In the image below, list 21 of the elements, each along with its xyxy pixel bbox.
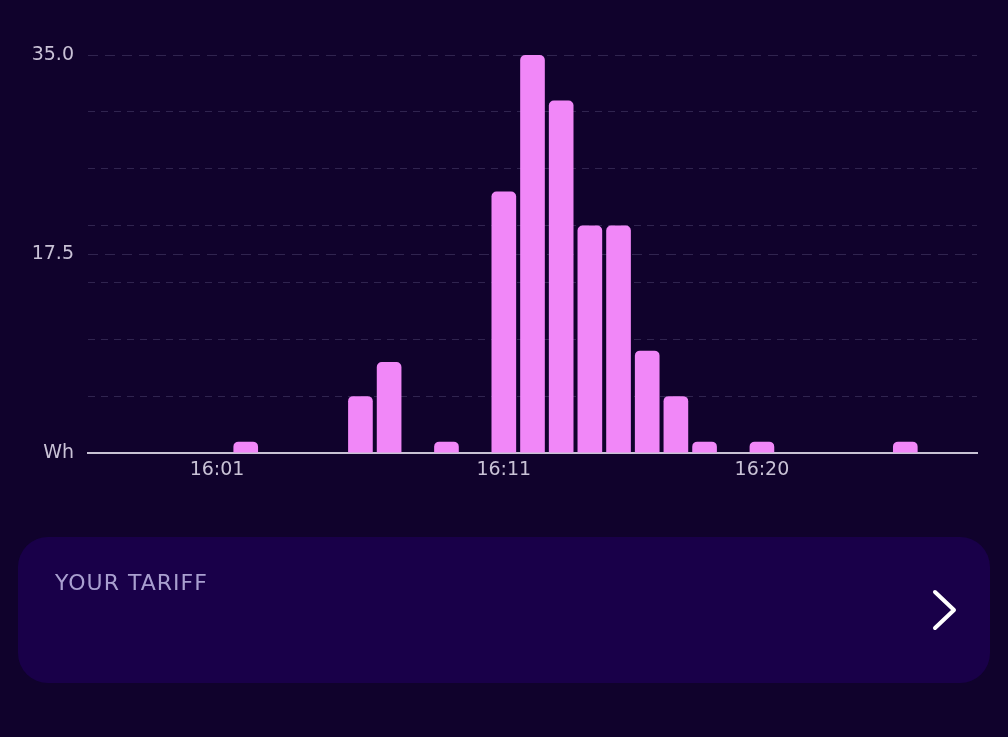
bar [376, 362, 402, 453]
bar [606, 225, 631, 453]
bar [520, 55, 545, 453]
y-tick-label: 17.5 [31, 240, 74, 263]
x-tick-label: 16:11 [476, 457, 532, 480]
x-tick-label: 16:20 [734, 457, 790, 480]
bar [577, 225, 603, 453]
bar [692, 441, 717, 453]
bar [548, 100, 574, 453]
bar [749, 441, 775, 453]
bar [892, 441, 918, 453]
bar [233, 441, 259, 453]
bar [434, 441, 459, 453]
bar [491, 191, 517, 453]
y-tick-label: 35.0 [31, 41, 74, 64]
y-tick-label: Wh [43, 439, 74, 462]
bar [348, 396, 373, 453]
bar [663, 396, 689, 453]
bar [634, 350, 660, 453]
card-panel: YOUR TARIFF [18, 537, 990, 683]
x-tick-label: 16:01 [189, 457, 245, 480]
